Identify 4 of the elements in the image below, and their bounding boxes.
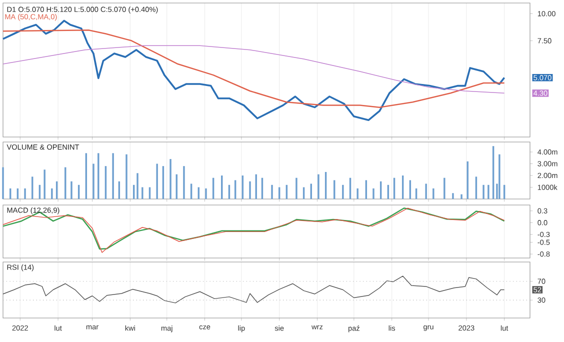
line-series	[2, 29, 505, 108]
line-series	[2, 276, 505, 304]
line-series	[2, 20, 506, 122]
line-series	[2, 45, 505, 94]
